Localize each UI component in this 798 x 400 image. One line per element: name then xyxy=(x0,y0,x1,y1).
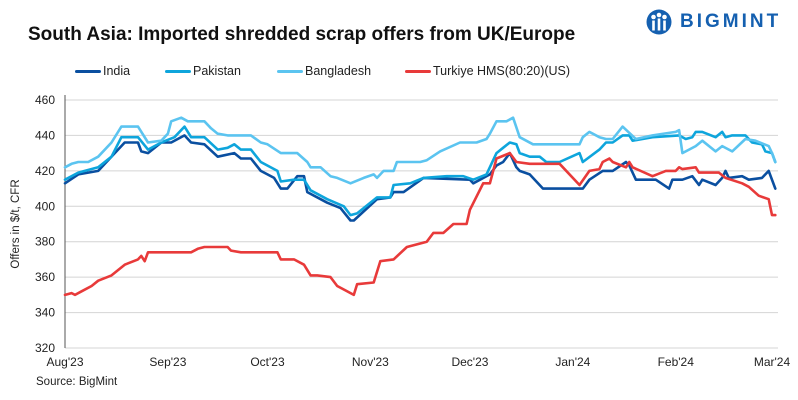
legend-item-bangladesh: Bangladesh xyxy=(277,64,371,78)
legend-swatch xyxy=(165,69,191,73)
x-tick-label: Dec'23 xyxy=(451,355,488,369)
legend-label: Turkiye HMS(80:20)(US) xyxy=(433,64,571,78)
chart-title: South Asia: Imported shredded scrap offe… xyxy=(28,24,576,45)
x-tick-label: Nov'23 xyxy=(352,355,389,369)
legend-label: Pakistan xyxy=(193,64,241,78)
y-tick-label: 420 xyxy=(35,164,55,178)
legend-label: Bangladesh xyxy=(305,64,372,78)
x-tick-label: Mar'24 xyxy=(754,355,791,369)
y-tick-label: 400 xyxy=(35,199,55,213)
y-tick-label: 380 xyxy=(35,235,55,249)
legend-item-turkiye: Turkiye HMS(80:20)(US) xyxy=(405,64,570,78)
y-axis-label: Offers in $/t, CFR xyxy=(10,179,22,268)
x-tick-label: Aug'23 xyxy=(47,355,84,369)
series-line-bangladesh xyxy=(63,116,777,185)
y-tick-label: 360 xyxy=(35,270,55,284)
source-note: Source: BigMint xyxy=(36,376,118,388)
x-tick-label: Sep'23 xyxy=(149,355,186,369)
x-tick-label: Feb'24 xyxy=(658,355,695,369)
series-line-turkiye xyxy=(63,151,777,297)
legend-swatch xyxy=(277,69,303,73)
bigmint-logo: BIGMINT xyxy=(644,8,781,36)
legend-swatch xyxy=(75,69,101,73)
legend: India Pakistan Bangladesh Turkiye HMS(80… xyxy=(0,64,798,82)
bigmint-logo-text: BIGMINT xyxy=(680,11,782,32)
x-tick-label: Oct'23 xyxy=(250,355,285,369)
legend-label: India xyxy=(103,64,131,78)
bigmint-logo-icon xyxy=(646,9,672,35)
y-tick-label: 460 xyxy=(35,93,55,107)
y-tick-label: 320 xyxy=(35,341,55,355)
y-tick-label: 440 xyxy=(35,128,55,142)
legend-item-pakistan: Pakistan xyxy=(165,64,241,78)
series-line-pakistan xyxy=(63,125,777,217)
legend-item-india: India xyxy=(75,64,130,78)
legend-swatch xyxy=(405,69,431,73)
y-tick-label: 340 xyxy=(35,306,55,320)
x-tick-label: Jan'24 xyxy=(555,355,590,369)
